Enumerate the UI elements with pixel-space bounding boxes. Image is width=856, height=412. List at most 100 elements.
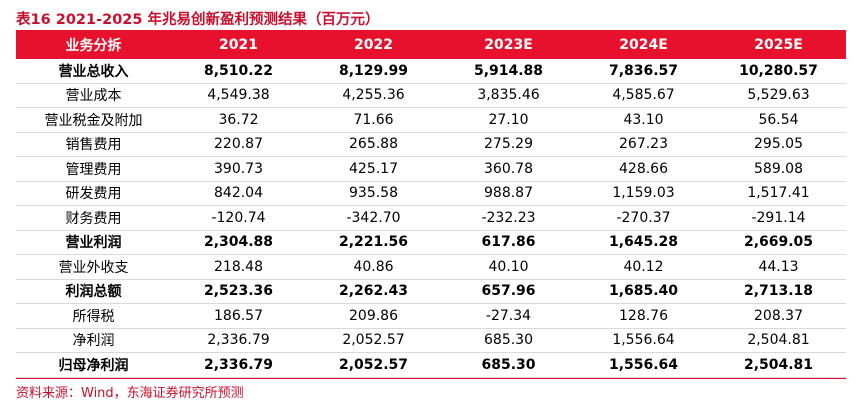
- table-row: 营业利润 2,304.88 2,221.56 617.86 1,645.28 2,669.…: [16, 230, 846, 255]
- table-cell: 36.72: [171, 107, 306, 133]
- column-header-2021: 2021: [171, 30, 306, 59]
- row-label: 管理费用: [16, 156, 171, 182]
- table-cell: 275.29: [441, 132, 576, 157]
- table-cell: 685.30: [441, 352, 576, 378]
- table-cell: -270.37: [576, 205, 711, 231]
- column-header-2024e: 2024E: [576, 30, 711, 59]
- table-cell: 43.10: [576, 107, 711, 133]
- table-cell: 2,052.57: [306, 352, 441, 378]
- table-cell: 3,835.46: [441, 83, 576, 108]
- table-cell: 2,504.81: [711, 352, 846, 378]
- table-row: 营业外收支 218.48 40.86 40.10 40.12 44.13: [16, 254, 846, 280]
- table-cell: -120.74: [171, 205, 306, 231]
- table-cell: 186.57: [171, 303, 306, 329]
- column-header-2023e: 2023E: [441, 30, 576, 59]
- table-cell: 220.87: [171, 132, 306, 157]
- row-label: 营业外收支: [16, 254, 171, 280]
- table-cell: 4,255.36: [306, 83, 441, 108]
- table-cell: 2,336.79: [171, 328, 306, 353]
- table-cell: -27.34: [441, 303, 576, 329]
- row-label: 销售费用: [16, 132, 171, 157]
- table-cell: 617.86: [441, 230, 576, 255]
- table-cell: 56.54: [711, 107, 846, 133]
- table-cell: 2,713.18: [711, 279, 846, 304]
- table-cell: 4,549.38: [171, 83, 306, 108]
- row-label: 所得税: [16, 303, 171, 329]
- source-note: 资料来源：Wind，东海证券研究所预测: [16, 386, 244, 401]
- table-cell: 5,529.63: [711, 83, 846, 108]
- column-header-2022: 2022: [306, 30, 441, 59]
- table-cell: 295.05: [711, 132, 846, 157]
- table-cell: 4,585.67: [576, 83, 711, 108]
- table-cell: 1,159.03: [576, 181, 711, 206]
- table-row: 净利润 2,336.79 2,052.57 685.30 1,556.64 2,504.8…: [16, 328, 846, 353]
- row-label: 财务费用: [16, 205, 171, 231]
- table-title: 表16 2021-2025 年兆易创新盈利预测结果（百万元）: [16, 12, 380, 28]
- table-cell: 8,129.99: [306, 59, 441, 84]
- table-cell: 2,304.88: [171, 230, 306, 255]
- table-cell: 2,052.57: [306, 328, 441, 353]
- row-label: 净利润: [16, 328, 171, 353]
- row-label: 研发费用: [16, 181, 171, 206]
- table-cell: -291.14: [711, 205, 846, 231]
- table-cell: 1,556.64: [576, 352, 711, 378]
- column-header-2025e: 2025E: [711, 30, 846, 59]
- table-cell: -232.23: [441, 205, 576, 231]
- table-row: 所得税 186.57 209.86 -27.34 128.76 208.37: [16, 303, 846, 329]
- table-row: 利润总额 2,523.36 2,262.43 657.96 1,685.40 2,713.…: [16, 279, 846, 304]
- table-cell: 1,645.28: [576, 230, 711, 255]
- table-cell: 209.86: [306, 303, 441, 329]
- column-header-item: 业务分拆: [16, 30, 171, 59]
- table-cell: 8,510.22: [171, 59, 306, 84]
- table-cell: 2,504.81: [711, 328, 846, 353]
- table-row: 营业税金及附加 36.72 71.66 27.10 43.10 56.54: [16, 107, 846, 133]
- table-cell: 685.30: [441, 328, 576, 353]
- row-label: 营业总收入: [16, 59, 171, 84]
- table-cell: 1,517.41: [711, 181, 846, 206]
- table-cell: 71.66: [306, 107, 441, 133]
- table-cell: -342.70: [306, 205, 441, 231]
- row-label: 营业利润: [16, 230, 171, 255]
- row-label: 利润总额: [16, 279, 171, 304]
- table-cell: 1,556.64: [576, 328, 711, 353]
- table-cell: 128.76: [576, 303, 711, 329]
- table-cell: 40.86: [306, 254, 441, 280]
- table-cell: 5,914.88: [441, 59, 576, 84]
- table-cell: 267.23: [576, 132, 711, 157]
- table-row: 管理费用 390.73 425.17 360.78 428.66 589.08: [16, 156, 846, 182]
- row-label: 归母净利润: [16, 352, 171, 378]
- table-row: 营业成本 4,549.38 4,255.36 3,835.46 4,585.67 5,52…: [16, 83, 846, 108]
- table-cell: 2,669.05: [711, 230, 846, 255]
- table-row: 营业总收入 8,510.22 8,129.99 5,914.88 7,836.57 10,…: [16, 59, 846, 84]
- table-cell: 40.10: [441, 254, 576, 280]
- table-cell: 428.66: [576, 156, 711, 182]
- table-row: 销售费用 220.87 265.88 275.29 267.23 295.05: [16, 132, 846, 157]
- table-cell: 988.87: [441, 181, 576, 206]
- table-cell: 360.78: [441, 156, 576, 182]
- table-cell: 842.04: [171, 181, 306, 206]
- table-cell: 2,221.56: [306, 230, 441, 255]
- table-cell: 2,523.36: [171, 279, 306, 304]
- table-cell: 208.37: [711, 303, 846, 329]
- source-divider: [16, 378, 846, 379]
- table-cell: 218.48: [171, 254, 306, 280]
- table-cell: 390.73: [171, 156, 306, 182]
- row-label: 营业税金及附加: [16, 107, 171, 133]
- table-cell: 1,685.40: [576, 279, 711, 304]
- table-cell: 2,336.79: [171, 352, 306, 378]
- table-cell: 935.58: [306, 181, 441, 206]
- table-row: 归母净利润 2,336.79 2,052.57 685.30 1,556.64 2,504…: [16, 352, 846, 378]
- table-cell: 27.10: [441, 107, 576, 133]
- table-row: 研发费用 842.04 935.58 988.87 1,159.03 1,517.41: [16, 181, 846, 206]
- row-label: 营业成本: [16, 83, 171, 108]
- table-row: 财务费用 -120.74 -342.70 -232.23 -270.37 -291.14: [16, 205, 846, 231]
- table-cell: 40.12: [576, 254, 711, 280]
- table-cell: 2,262.43: [306, 279, 441, 304]
- profit-forecast-table: 业务分拆 2021 2022 2023E 2024E 2025E 营业总收入 8,…: [16, 30, 846, 378]
- table-cell: 657.96: [441, 279, 576, 304]
- table-cell: 265.88: [306, 132, 441, 157]
- table-cell: 10,280.57: [711, 59, 846, 84]
- table-cell: 425.17: [306, 156, 441, 182]
- table-cell: 7,836.57: [576, 59, 711, 84]
- table-cell: 44.13: [711, 254, 846, 280]
